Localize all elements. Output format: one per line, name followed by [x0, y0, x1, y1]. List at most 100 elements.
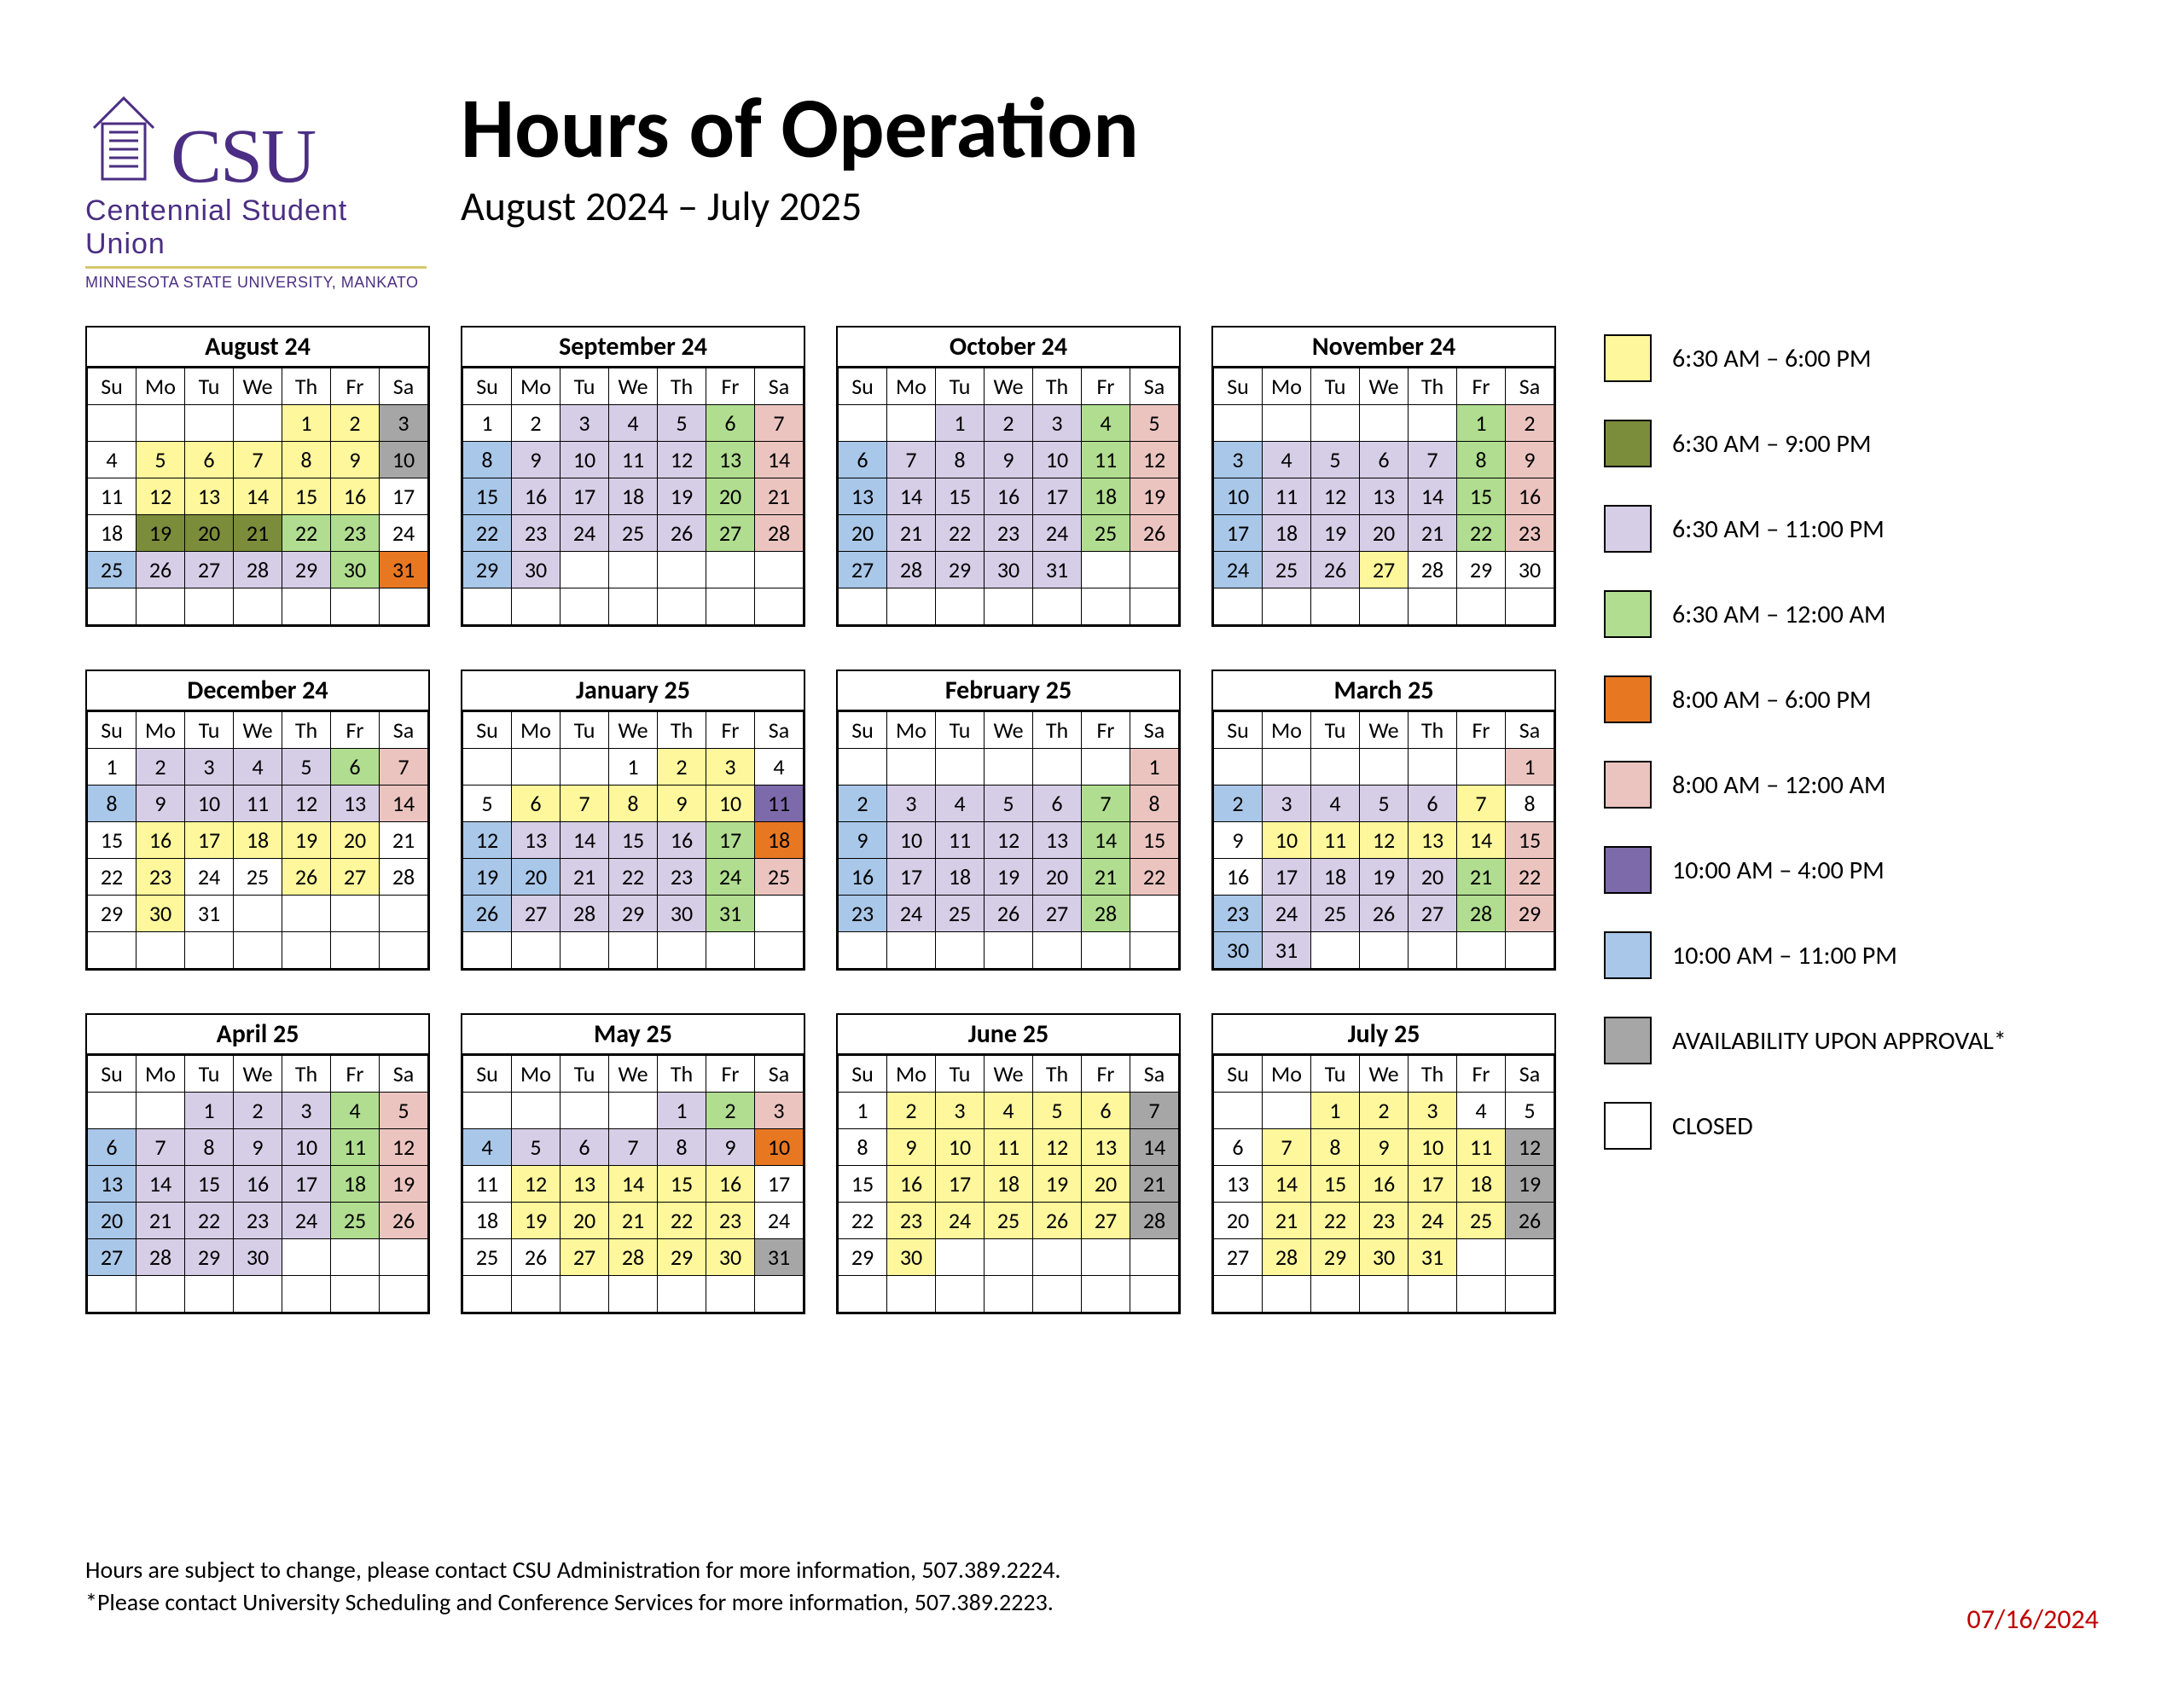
calendar-day: 13 [1033, 822, 1082, 859]
month-block: March 25SuMoTuWeThFrSa123456789101112131… [1211, 670, 1556, 971]
calendar-day: 14 [609, 1166, 658, 1203]
calendar-day: 30 [234, 1239, 282, 1276]
calendar-empty-cell [985, 1239, 1033, 1276]
calendar-empty-cell [88, 405, 136, 442]
calendar-empty-cell [1457, 749, 1506, 786]
legend-item: 6:30 AM – 6:00 PM [1604, 334, 2007, 382]
calendar-day: 10 [706, 786, 755, 822]
calendar-day: 5 [512, 1129, 561, 1166]
calendar-day: 24 [936, 1203, 985, 1239]
calendar-day: 12 [1360, 822, 1409, 859]
logo-divider [85, 266, 427, 269]
day-header: Su [463, 368, 512, 405]
calendar-day: 11 [463, 1166, 512, 1203]
month-block: September 24SuMoTuWeThFrSa12345678910111… [461, 326, 805, 627]
calendar-day: 26 [380, 1203, 428, 1239]
calendar-day: 10 [561, 442, 609, 478]
calendar-day: 27 [706, 515, 755, 552]
calendar-day: 2 [136, 749, 185, 786]
day-header: Th [658, 712, 706, 749]
calendar-empty-cell [839, 588, 887, 625]
calendar-day: 28 [1263, 1239, 1311, 1276]
calendar-day: 17 [282, 1166, 331, 1203]
day-header: Tu [1311, 368, 1360, 405]
calendar-empty-cell [331, 1239, 380, 1276]
print-date: 07/16/2024 [1967, 1603, 2099, 1636]
calendar-day: 16 [985, 478, 1033, 515]
calendar-empty-cell [1409, 588, 1457, 625]
calendar-empty-cell [1263, 588, 1311, 625]
calendar-day: 5 [380, 1093, 428, 1129]
day-header: Sa [380, 1056, 428, 1093]
calendar-day: 29 [185, 1239, 234, 1276]
calendar-empty-cell [1130, 896, 1179, 932]
calendar-day: 2 [512, 405, 561, 442]
calendar-empty-cell [609, 588, 658, 625]
calendar-day: 20 [185, 515, 234, 552]
calendar-empty-cell [1130, 1276, 1179, 1313]
calendar-day: 28 [234, 552, 282, 588]
legend-item: 6:30 AM – 11:00 PM [1604, 505, 2007, 553]
calendar-empty-cell [512, 588, 561, 625]
day-header: Tu [1311, 1056, 1360, 1093]
calendar-day: 19 [658, 478, 706, 515]
calendar-day: 15 [1457, 478, 1506, 515]
calendar-day: 2 [839, 786, 887, 822]
calendar-day: 1 [1130, 749, 1179, 786]
calendar-table: SuMoTuWeThFrSa12345678910111213141516171… [462, 368, 804, 625]
day-header: Mo [1263, 368, 1311, 405]
month-title: June 25 [838, 1015, 1179, 1055]
calendar-day: 18 [985, 1166, 1033, 1203]
legend-item: 6:30 AM – 12:00 AM [1604, 590, 2007, 638]
calendar-empty-cell [658, 932, 706, 969]
calendar-empty-cell [234, 1276, 282, 1313]
month-block: May 25SuMoTuWeThFrSa12345678910111213141… [461, 1013, 805, 1314]
calendar-day: 25 [985, 1203, 1033, 1239]
calendar-day: 4 [1082, 405, 1130, 442]
calendar-day: 10 [380, 442, 428, 478]
calendar-day: 28 [755, 515, 804, 552]
calendar-day: 8 [1457, 442, 1506, 478]
calendar-day: 21 [1457, 859, 1506, 896]
calendar-day: 11 [1311, 822, 1360, 859]
calendar-day: 18 [936, 859, 985, 896]
calendar-day: 11 [985, 1129, 1033, 1166]
legend-label: 6:30 AM – 11:00 PM [1672, 513, 1885, 545]
month-title: July 25 [1213, 1015, 1554, 1055]
day-header: Mo [887, 368, 936, 405]
calendar-table: SuMoTuWeThFrSa12345678910111213141516171… [462, 711, 804, 969]
calendar-day: 24 [561, 515, 609, 552]
calendar-day: 20 [1214, 1203, 1263, 1239]
calendar-day: 22 [282, 515, 331, 552]
day-header: Tu [561, 712, 609, 749]
day-header: Fr [1082, 712, 1130, 749]
calendar-empty-cell [936, 1239, 985, 1276]
month-block: February 25SuMoTuWeThFrSa123456789101112… [836, 670, 1181, 971]
day-header: Fr [1457, 368, 1506, 405]
month-block: August 24SuMoTuWeThFrSa12345678910111213… [85, 326, 430, 627]
day-header: Tu [185, 712, 234, 749]
calendar-empty-cell [1033, 749, 1082, 786]
calendar-day: 17 [185, 822, 234, 859]
calendar-day: 4 [1457, 1093, 1506, 1129]
calendar-empty-cell [88, 932, 136, 969]
calendar-day: 30 [1506, 552, 1554, 588]
calendar-empty-cell [1033, 1239, 1082, 1276]
calendar-day: 9 [136, 786, 185, 822]
legend-label: 6:30 AM – 12:00 AM [1672, 599, 1886, 630]
calendar-day: 22 [936, 515, 985, 552]
calendar-day: 18 [1311, 859, 1360, 896]
day-header: Fr [1082, 368, 1130, 405]
calendar-empty-cell [1457, 588, 1506, 625]
calendar-table: SuMoTuWeThFrSa12345678910111213141516171… [838, 711, 1179, 969]
calendar-empty-cell [185, 932, 234, 969]
calendar-empty-cell [331, 896, 380, 932]
calendar-day: 24 [755, 1203, 804, 1239]
calendar-day: 23 [512, 515, 561, 552]
calendar-day: 24 [1214, 552, 1263, 588]
calendar-empty-cell [234, 896, 282, 932]
calendar-day: 29 [88, 896, 136, 932]
calendar-day: 25 [1263, 552, 1311, 588]
calendar-day: 21 [1082, 859, 1130, 896]
calendar-day: 6 [561, 1129, 609, 1166]
